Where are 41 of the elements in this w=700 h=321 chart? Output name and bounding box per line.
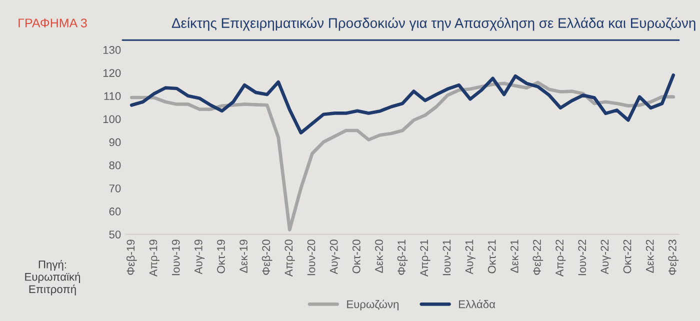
y-tick-label: 80: [109, 161, 121, 170]
line-series: [130, 73, 676, 134]
chart-title: Δείκτης Επιχειρηματικών Προσδοκιών για την Απασχόληση σε Ελλάδα και Ευρωζώνη: [172, 17, 696, 31]
x-tick-label: Αυγ-20: [330, 240, 340, 274]
y-tick-label: 90: [109, 138, 121, 146]
x-tick-label: Ιουν-19: [172, 240, 180, 276]
y-tick-label: 110: [104, 92, 121, 100]
x-tick-label: Φεβ-22: [532, 240, 544, 275]
x-tick-label: Οκτ-19: [217, 240, 225, 274]
legend-label: Ευρωζώνη: [347, 300, 398, 310]
x-tick-label: Ιουν-20: [307, 240, 316, 276]
x-tick-label: Δεκ-19: [240, 240, 248, 273]
y-tick-label: 60: [109, 208, 121, 216]
x-tick-label: Οκτ-21: [488, 240, 496, 274]
x-tick-label: Ιουν-22: [578, 240, 586, 276]
x-tick-label: Αυγ-22: [600, 240, 611, 274]
x-tick-label: Οκτ-22: [623, 240, 632, 274]
text: Πηγή: Ευρωπαϊκή Επιτροπή: [25, 260, 80, 296]
x-tick-label: Οκτ-20: [352, 240, 360, 274]
x-tick-label: Δεκ-20: [375, 240, 383, 273]
x-tick-label: Απρ-21: [420, 240, 430, 277]
x-tick-label: Φεβ-23: [668, 240, 679, 275]
y-tick-label: 120: [103, 69, 121, 77]
legend-label: Ελλάδα: [459, 300, 496, 308]
x-tick-label: Ιουν-21: [442, 240, 451, 276]
x-tick-label: Φεβ-20: [262, 240, 272, 275]
x-tick-label: Φεβ-19: [126, 240, 137, 275]
y-tick-label: 70: [109, 184, 121, 192]
x-tick-label: Απρ-22: [556, 240, 566, 277]
x-tick-label: Αυγ-21: [465, 240, 476, 274]
x-tick-label: Φεβ-21: [397, 240, 408, 275]
x-tick-label: Δεκ-21: [510, 240, 518, 273]
y-tick-label: 100: [103, 115, 121, 124]
y-tick-label: 50: [109, 230, 121, 238]
x-tick-label: Δεκ-22: [646, 240, 654, 273]
x-tick-label: Απρ-19: [149, 240, 160, 277]
y-tick-label: 130: [103, 46, 121, 54]
text: ΓΡΑΦΗΜΑ 3: [18, 18, 87, 28]
line-series: [130, 80, 676, 232]
x-tick-label: Απρ-20: [284, 240, 295, 277]
x-tick-label: Αυγ-19: [194, 240, 205, 274]
